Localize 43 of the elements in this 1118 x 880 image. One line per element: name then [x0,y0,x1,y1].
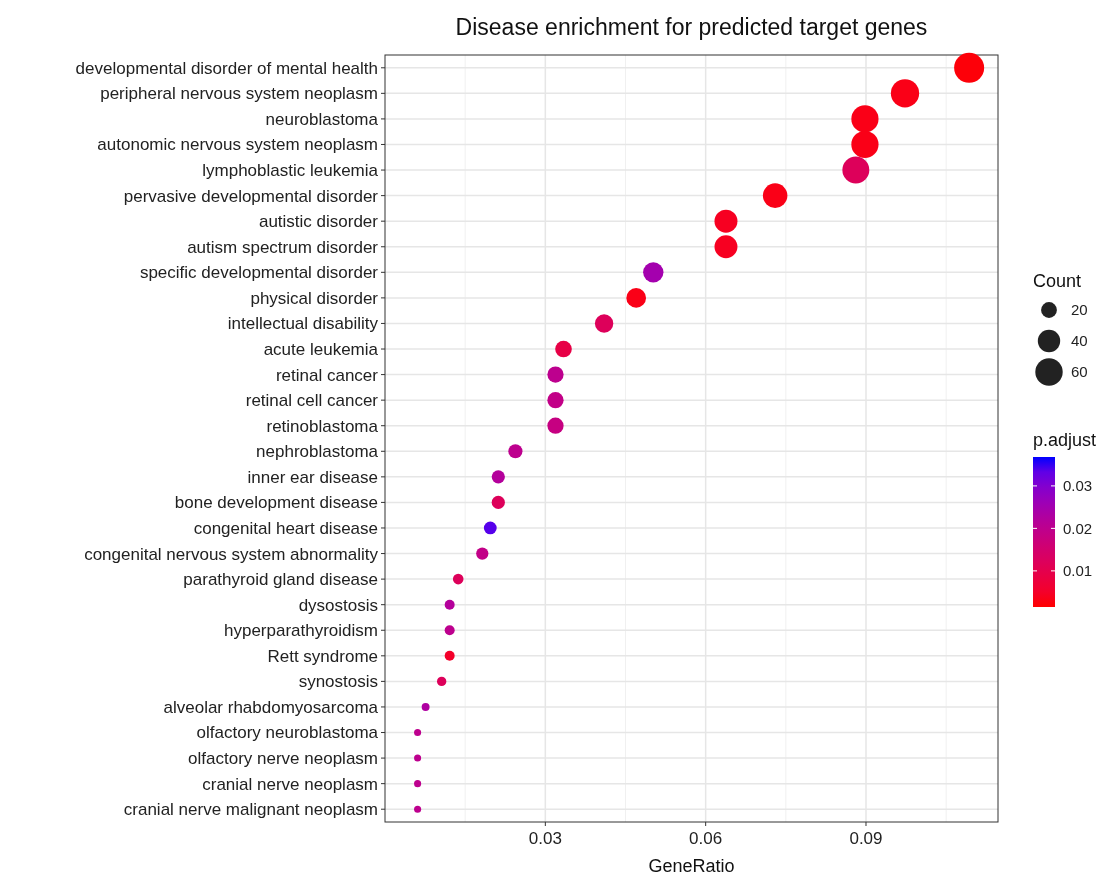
y-tick-label: hyperparathyroidism [223,621,378,641]
x-axis-title: GeneRatio [648,856,735,876]
y-tick-label: retinoblastoma [266,416,379,436]
y-tick-label: autistic disorder [258,212,379,232]
y-tick-label: peripheral nervous system neoplasm [100,84,378,104]
y-tick-label: congenital heart disease [193,518,378,538]
y-tick-label: retinal cell cancer [245,391,379,411]
y-tick-label: autonomic nervous system neoplasm [97,135,378,155]
color-bar-title: p.adjust [1033,430,1097,450]
y-tick-label: olfactory neuroblastoma [196,723,379,743]
x-tick-label: 0.06 [689,829,723,848]
y-tick-label: neuroblastoma [265,109,379,129]
y-tick-label: alveolar rhabdomyosarcoma [163,697,379,717]
y-tick-label: pervasive developmental disorder [123,186,379,206]
legend-label: 60 [1071,363,1088,381]
y-tick-label: olfactory nerve neoplasm [188,749,378,769]
legend-title: Count [1033,271,1082,291]
y-tick-label: nephroblastoma [256,442,379,462]
y-tick-label: cranial nerve malignant neoplasm [123,800,378,820]
y-tick-label: autism spectrum disorder [187,237,379,257]
y-tick-label: developmental disorder of mental health [75,58,378,78]
y-tick-label: synostosis [298,672,378,692]
y-tick-label: intellectual disability [227,314,379,334]
y-tick-label: parathyroid gland disease [183,570,378,590]
color-bar-label: 0.02 [1063,519,1093,537]
y-tick-label: cranial nerve neoplasm [202,774,378,794]
color-bar-label: 0.01 [1063,562,1093,580]
y-tick-label: congenital nervous system abnormality [84,544,379,564]
y-tick-label: retinal cancer [275,365,379,385]
chart-title: Disease enrichment for predicted target genes [455,14,928,40]
y-tick-label: acute leukemia [263,339,379,359]
y-tick-label: bone development disease [174,493,378,513]
color-bar-label: 0.03 [1063,477,1093,495]
x-tick-label: 0.03 [528,829,562,848]
y-tick-label: Rett syndrome [267,646,378,666]
legend-label: 40 [1071,332,1088,350]
y-tick-label: specific developmental disorder [139,263,379,283]
y-tick-label: physical disorder [250,288,379,308]
y-tick-label: inner ear disease [247,467,378,487]
y-tick-label: lymphoblastic leukemia [202,161,379,180]
x-tick-label: 0.09 [849,829,883,848]
legend-label: 20 [1071,301,1088,319]
y-tick-label: dysostosis [298,595,378,615]
